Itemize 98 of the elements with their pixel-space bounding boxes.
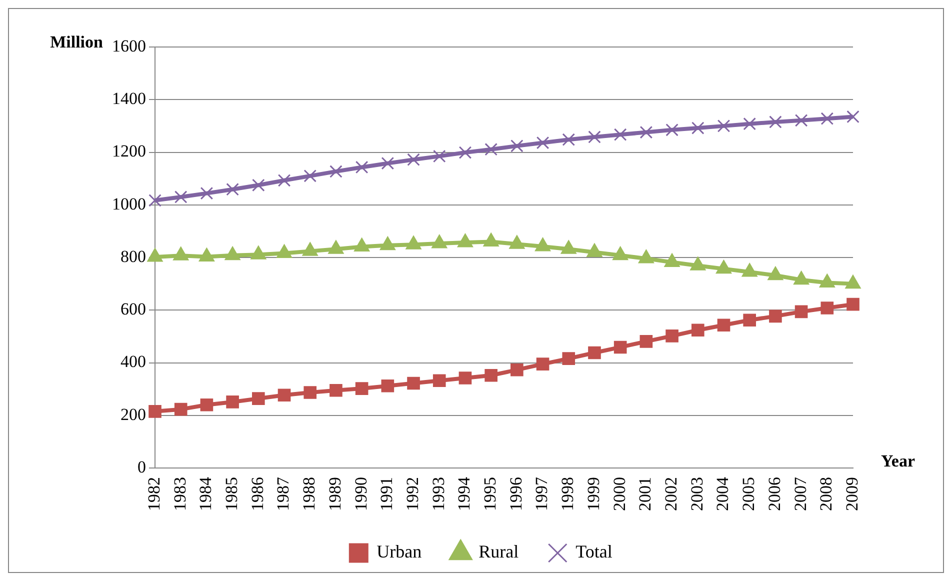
point: [407, 376, 420, 390]
point: [278, 388, 291, 402]
x-axis-title: Year: [881, 451, 916, 470]
point: [769, 116, 782, 128]
point: [820, 302, 834, 314]
legend-label: Urban: [376, 542, 422, 562]
point: [432, 374, 446, 388]
x-tick-label: 2001: [636, 477, 655, 511]
point: [484, 368, 498, 382]
x-tick-label: 1999: [584, 477, 603, 511]
point: [794, 114, 808, 127]
point: [562, 133, 576, 146]
y-tick-label: 600: [120, 300, 146, 319]
x-tick-label: 1983: [170, 477, 190, 511]
x-tick-label: 2003: [687, 477, 706, 511]
point: [666, 330, 678, 342]
point: [174, 402, 188, 416]
x-tick-label: 1995: [480, 477, 500, 511]
point: [717, 318, 730, 332]
y-tick-label: 200: [120, 404, 146, 424]
point: [691, 324, 704, 337]
point: [769, 310, 782, 323]
y-tick-label: 1000: [112, 194, 146, 214]
x-tick-label: 1991: [377, 477, 396, 511]
point: [148, 405, 162, 418]
point: [200, 186, 214, 200]
y-tick-label: 0: [138, 457, 146, 476]
y-tick-label: 1200: [112, 142, 146, 161]
point: [562, 352, 576, 365]
x-tick-label: 2006: [764, 477, 784, 511]
point: [588, 130, 601, 144]
point: [846, 298, 860, 311]
point: [536, 136, 550, 150]
x-tick-label: 1990: [351, 477, 370, 511]
x-tick-label: 1994: [454, 476, 474, 511]
y-tick-label: 1400: [112, 89, 146, 108]
point: [510, 140, 524, 152]
point: [304, 170, 317, 182]
x-tick-label: 2009: [842, 477, 862, 511]
x-tick-label: 2004: [713, 476, 732, 511]
x-tick-label: 2005: [739, 477, 758, 511]
y-tick-label: 1600: [112, 36, 146, 56]
y-axis-title: Million: [50, 32, 104, 52]
y-tick-label: 400: [120, 352, 146, 372]
point: [355, 160, 368, 174]
point: [614, 128, 627, 142]
point: [536, 358, 550, 370]
point: [174, 190, 188, 204]
x-tick-label: 1985: [222, 477, 242, 511]
y-tick-label: 800: [120, 246, 146, 266]
x-tick-label: 1988: [300, 477, 319, 511]
point: [330, 165, 342, 178]
x-tick-label: 2000: [610, 477, 629, 511]
x-tick-label: 1992: [402, 477, 422, 511]
point: [252, 392, 265, 405]
point: [407, 153, 420, 166]
point: [304, 386, 317, 399]
point: [743, 314, 756, 327]
point: [588, 346, 601, 360]
x-tick-label: 2002: [662, 477, 681, 511]
point: [458, 146, 472, 159]
point: [794, 305, 808, 318]
x-tick-label: 1989: [325, 477, 344, 511]
point: [226, 396, 239, 408]
point: [381, 380, 394, 392]
point: [278, 174, 291, 187]
point: [458, 372, 472, 384]
point: [432, 150, 446, 163]
point: [820, 112, 834, 125]
x-tick-label: 1984: [196, 476, 216, 511]
point: [200, 398, 214, 412]
x-tick-label: 1998: [558, 477, 578, 511]
point: [614, 340, 627, 354]
point: [691, 122, 704, 134]
point: [148, 194, 162, 207]
point: [640, 126, 653, 139]
x-tick-label: 1996: [506, 477, 526, 511]
x-tick-label: 1987: [274, 476, 293, 511]
point: [666, 123, 678, 136]
x-tick-label: 2007: [790, 476, 810, 511]
x-tick-label: 1993: [428, 477, 448, 511]
x-tick-label: 2008: [816, 477, 836, 511]
point: [330, 384, 342, 397]
legend-label: Total: [576, 542, 612, 562]
x-tick-label: 1982: [144, 477, 164, 511]
x-tick-label: 1986: [248, 477, 267, 511]
point: [355, 382, 368, 395]
legend-label: Rural: [478, 542, 519, 562]
point: [252, 178, 265, 192]
point: [640, 335, 653, 348]
point: [226, 182, 239, 196]
point: [484, 142, 498, 156]
point: [510, 363, 524, 376]
point: [381, 156, 394, 170]
x-tick-label: 1997: [532, 476, 552, 511]
point: [846, 110, 860, 124]
point: [717, 120, 730, 132]
point: [743, 117, 756, 130]
